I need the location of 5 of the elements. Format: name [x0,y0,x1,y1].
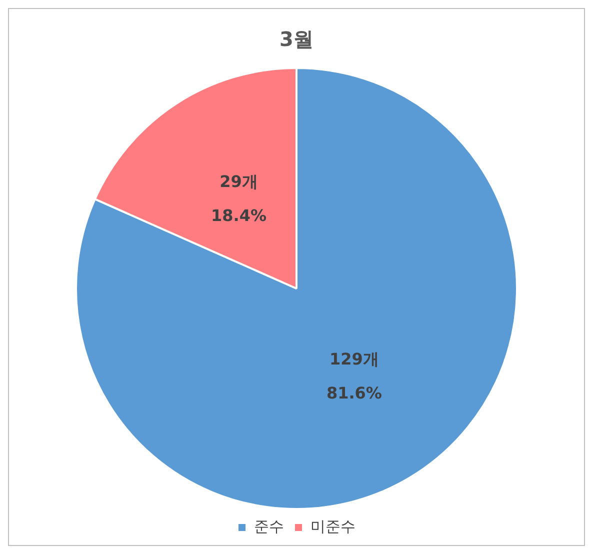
data-label: 29개 18.4% [211,172,267,225]
data-label: 129개 81.6% [326,349,382,402]
legend-label: 준수 [254,517,284,536]
legend-label: 미준수 [310,517,356,536]
chart-title: 3월 [280,27,314,52]
